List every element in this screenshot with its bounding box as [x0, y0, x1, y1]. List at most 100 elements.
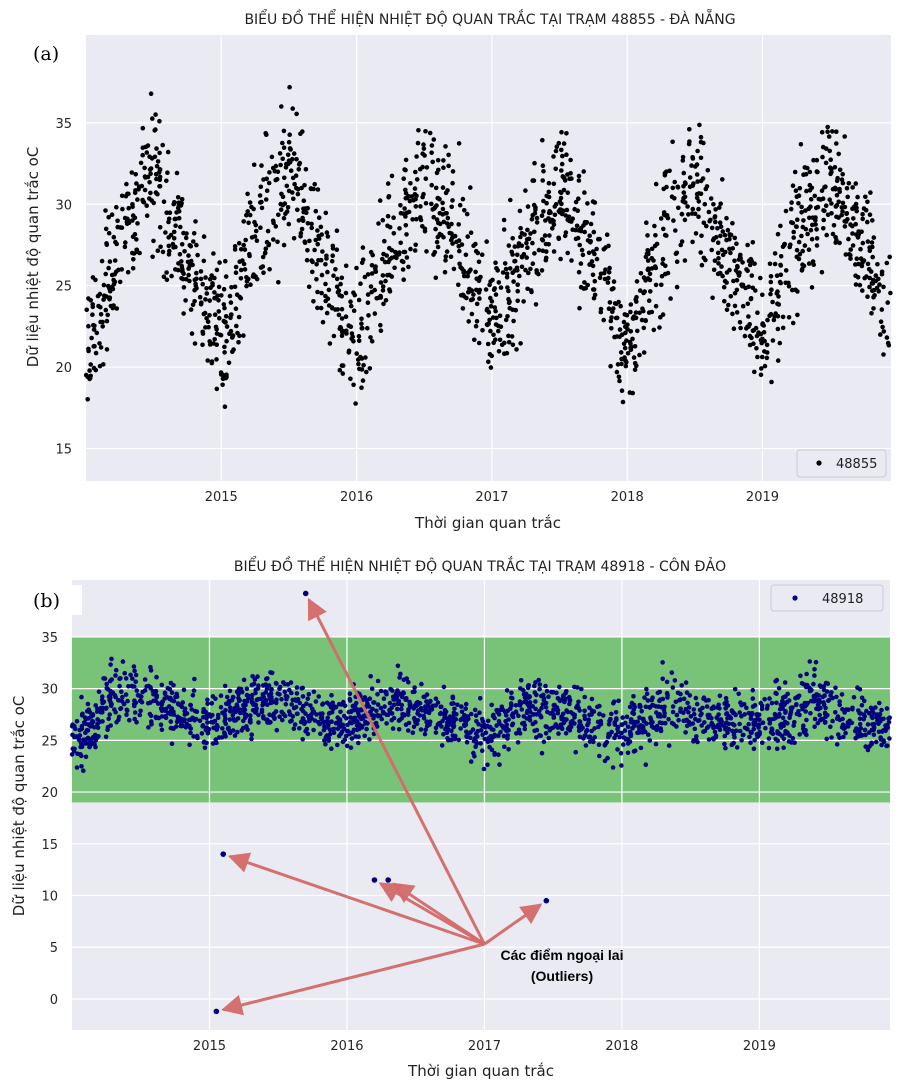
data-point-a — [565, 172, 570, 177]
data-point-a — [142, 165, 147, 171]
data-point-a — [653, 181, 659, 187]
data-point-b — [587, 734, 593, 739]
data-point-a — [163, 230, 168, 235]
data-point-a — [607, 265, 612, 271]
data-point-b — [643, 762, 649, 767]
data-point-b — [383, 690, 389, 695]
data-point-a — [528, 231, 533, 236]
data-point-a — [709, 225, 715, 231]
data-point-a — [104, 318, 110, 324]
data-point-a — [647, 271, 653, 277]
data-point-a — [775, 358, 781, 363]
data-point-a — [408, 181, 413, 186]
data-point-a — [479, 252, 485, 257]
data-point-b — [540, 702, 546, 707]
data-point-a — [278, 162, 283, 168]
data-point-a — [400, 267, 406, 272]
data-point-a — [204, 316, 209, 321]
data-point-b — [660, 660, 665, 665]
data-point-a — [795, 312, 800, 318]
data-point-b — [536, 677, 541, 683]
data-point-b — [862, 727, 868, 733]
data-point-a — [369, 271, 375, 276]
data-point-a — [728, 232, 734, 238]
data-point-b — [85, 701, 91, 707]
data-point-a — [90, 304, 96, 310]
data-point-a — [649, 246, 655, 252]
data-point-b — [509, 722, 515, 728]
data-point-b — [841, 726, 847, 731]
data-point-b — [837, 699, 842, 704]
data-point-b — [748, 740, 753, 745]
data-point-a — [338, 281, 343, 287]
data-point-b — [367, 696, 373, 701]
data-point-a — [582, 190, 587, 195]
data-point-a — [353, 401, 358, 406]
data-point-b — [624, 714, 630, 720]
y-tick-label: 20 — [41, 786, 58, 801]
data-point-b — [418, 705, 424, 711]
data-point-b — [265, 702, 270, 707]
data-point-b — [291, 705, 297, 711]
data-point-a — [815, 169, 820, 175]
data-point-a — [827, 148, 832, 154]
data-point-a — [506, 333, 511, 339]
data-point-b — [363, 721, 368, 726]
data-point-b — [609, 711, 614, 717]
data-point-b — [492, 750, 497, 756]
data-point-a — [635, 328, 640, 334]
data-point-b — [752, 738, 757, 743]
data-point-a — [612, 301, 618, 306]
data-point-b — [126, 684, 131, 689]
y-tick-label: 30 — [55, 198, 72, 213]
data-point-a — [85, 397, 90, 402]
data-point-a — [608, 363, 613, 369]
data-point-b — [725, 730, 730, 736]
data-point-a — [339, 329, 345, 335]
data-point-a — [359, 321, 364, 327]
data-point-a — [244, 212, 249, 218]
data-point-b — [236, 691, 241, 697]
data-point-a — [716, 261, 721, 266]
data-point-b — [168, 719, 174, 724]
data-point-b — [565, 709, 570, 715]
data-point-a — [694, 172, 700, 177]
data-point-b — [277, 684, 283, 690]
data-point-b — [619, 722, 625, 727]
data-point-b — [283, 693, 289, 699]
data-point-a — [719, 264, 724, 269]
data-point-b — [489, 738, 494, 743]
data-point-a — [649, 255, 655, 261]
data-point-a — [464, 211, 470, 217]
data-point-a — [515, 252, 520, 258]
data-point-b — [670, 709, 676, 715]
data-point-b — [325, 721, 331, 727]
data-point-a — [249, 204, 254, 210]
data-point-a — [544, 200, 549, 206]
data-point-a — [152, 154, 158, 160]
data-point-a — [101, 282, 107, 288]
data-point-a — [201, 234, 207, 239]
data-point-a — [553, 166, 558, 172]
data-point-a — [383, 278, 388, 284]
data-point-a — [217, 315, 222, 321]
data-point-b — [804, 702, 809, 708]
data-point-a — [281, 242, 287, 248]
data-point-a — [429, 150, 434, 155]
data-point-a — [245, 191, 250, 197]
y-tick-label: 0 — [50, 993, 58, 1008]
data-point-a — [878, 319, 884, 325]
data-point-a — [333, 307, 338, 312]
data-point-a — [544, 249, 549, 254]
data-point-b — [148, 713, 154, 718]
data-point-a — [660, 312, 666, 317]
data-point-b — [678, 706, 683, 712]
data-point-a — [609, 326, 614, 331]
data-point-b — [699, 723, 704, 728]
data-point-b — [661, 707, 667, 713]
data-point-a — [130, 266, 136, 271]
data-point-b — [632, 704, 637, 710]
y-tick-label: 25 — [55, 280, 72, 295]
data-point-a — [87, 375, 93, 381]
data-point-a — [473, 241, 478, 247]
